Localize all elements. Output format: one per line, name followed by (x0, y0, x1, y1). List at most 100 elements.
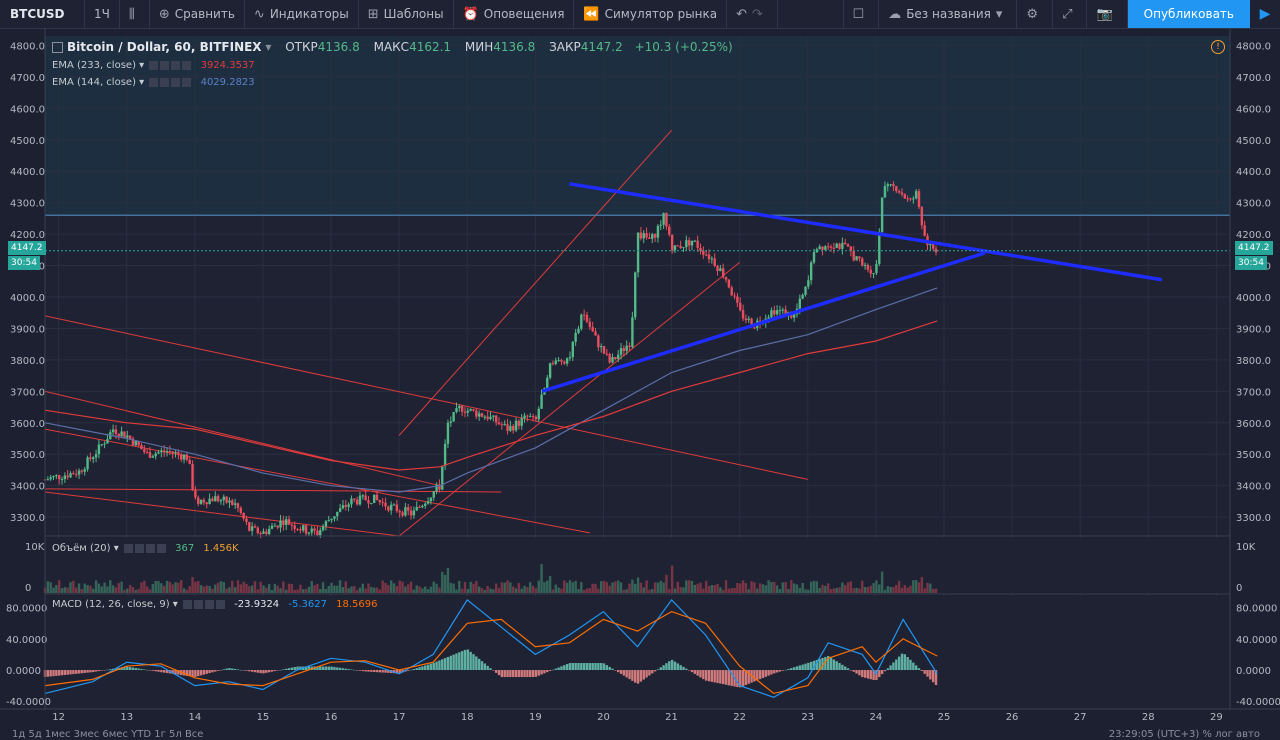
ema-144-legend[interactable]: EMA (144, close) ▾ 4029.2823 (52, 77, 255, 88)
time-and-scale[interactable]: 23:29:05 (UTC+3) % лог авто (1108, 729, 1260, 740)
channel-line (45, 390, 441, 487)
macd-hist-bar (426, 664, 430, 671)
candle-body (599, 346, 603, 348)
collapse-icon[interactable] (52, 42, 63, 53)
volume-bar (704, 580, 708, 593)
candle-body (668, 226, 671, 235)
close-icon[interactable] (156, 543, 166, 553)
volume-bar (625, 589, 628, 593)
volume-legend[interactable]: Объём (20) ▾ 367 1.456K (52, 543, 239, 554)
symbol-search[interactable]: BTCUSD (0, 0, 85, 28)
candle-body (597, 335, 600, 348)
eye-icon[interactable] (123, 543, 133, 553)
volume-bar (341, 586, 345, 593)
macd-hist-bar (804, 663, 807, 671)
volume-bar (739, 583, 742, 593)
interval-button[interactable]: 1Ч (85, 0, 120, 28)
templates-button[interactable]: ⊞ Шаблоны (359, 0, 454, 28)
plus-icon[interactable] (171, 60, 181, 70)
candle-body (443, 443, 447, 466)
volume-bar (824, 585, 827, 593)
settings-button[interactable]: ⚙ (1017, 0, 1054, 28)
close-icon[interactable] (182, 60, 192, 70)
range-buttons[interactable]: 1д 5д 1мес 3мес 6мес YTD 1г 5л Все (12, 729, 204, 740)
macd-hist-bar (165, 670, 169, 674)
macd-hist-bar (838, 663, 841, 671)
macd-hist-bar (330, 666, 333, 671)
macd-hist-bar (577, 663, 580, 671)
candle-body (841, 242, 844, 249)
eye-icon[interactable] (183, 599, 193, 609)
macd-legend[interactable]: MACD (12, 26, close, 9) ▾ -23.9324 -5.36… (52, 599, 378, 610)
macd-hist-bar (548, 670, 552, 671)
eye-icon[interactable] (149, 60, 159, 70)
volume-bar (137, 588, 140, 593)
plus-icon[interactable] (171, 77, 181, 87)
compare-button[interactable]: ⊕ Сравнить (150, 0, 245, 28)
indicators-button[interactable]: ∿ Индикаторы (245, 0, 359, 28)
volume-bar (171, 584, 174, 593)
layout-name-button[interactable]: ☁ Без названия ▾ (879, 0, 1018, 28)
volume-bar (333, 585, 336, 593)
volume-bar (131, 587, 135, 593)
alerts-button[interactable]: ⏰ Оповещения (454, 0, 575, 28)
eye-icon[interactable] (149, 77, 159, 87)
volume-bar (435, 583, 438, 593)
symbol-title[interactable]: Bitcoin / Dollar, 60, BITFINEX (67, 40, 262, 54)
volume-bar (350, 586, 353, 593)
candle-body (432, 491, 435, 498)
volume-bar (452, 583, 455, 593)
candle-body (304, 525, 308, 534)
candle-body (392, 504, 396, 506)
candle-body (645, 233, 648, 238)
publish-button[interactable]: Опубликовать (1127, 0, 1250, 28)
candle-body (168, 451, 172, 453)
volume-bar (682, 587, 685, 593)
macd-hist-bar (424, 665, 427, 671)
candle-body (270, 525, 274, 529)
wave-icon: ∿ (253, 6, 265, 22)
snapshot-button[interactable]: 📷 (1087, 0, 1128, 28)
macd-hist-bar (140, 668, 143, 671)
close-icon[interactable] (216, 599, 226, 609)
undo-button[interactable]: ↶ ↷ (727, 0, 778, 28)
candle-body (696, 240, 699, 248)
gear-icon[interactable] (160, 60, 170, 70)
macd-hist-bar (852, 670, 855, 672)
gear-icon[interactable] (194, 599, 204, 609)
candle-body (106, 439, 109, 444)
candle-body (634, 272, 637, 318)
macd-hist-bar (191, 670, 194, 677)
macd-hist-bar (452, 654, 455, 671)
plus-icon[interactable] (205, 599, 215, 609)
chart-type-button[interactable]: ⫼ (120, 0, 150, 28)
volume-bar (812, 580, 816, 593)
volume-bar (180, 580, 183, 593)
candle-body (208, 498, 211, 505)
chevron-down-icon: ▾ (139, 60, 145, 71)
volume-bar (761, 584, 765, 593)
price-tick-left: 3300.0 (10, 513, 45, 524)
expand-button[interactable]: ⤢ (1053, 0, 1088, 28)
volume-bar (744, 583, 748, 593)
macd-hist-bar (134, 668, 138, 671)
gear-icon[interactable] (160, 77, 170, 87)
volume-bar (636, 577, 640, 593)
replay-button[interactable]: ⏪ Симулятор рынка (574, 0, 728, 28)
volume-bar (880, 571, 884, 593)
candle-body (367, 500, 370, 504)
candle-body (123, 431, 126, 438)
volume-bar (55, 585, 58, 593)
play-button[interactable]: ▶ (1250, 0, 1280, 28)
gear-icon[interactable] (134, 543, 144, 553)
candle-body (231, 500, 234, 505)
close-icon[interactable] (182, 77, 192, 87)
warning-icon[interactable]: ! (1211, 40, 1225, 54)
volume-bar (841, 582, 844, 593)
plus-icon[interactable] (145, 543, 155, 553)
macd-hist-bar (866, 670, 870, 679)
title-chevron-icon[interactable]: ▾ (261, 40, 272, 54)
ema-233-legend[interactable]: EMA (233, close) ▾ 3924.3537 (52, 60, 255, 71)
fullscreen-layout-button[interactable]: ☐ (842, 0, 880, 28)
